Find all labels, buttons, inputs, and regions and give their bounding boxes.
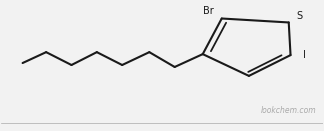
Text: Br: Br	[203, 6, 214, 16]
Text: S: S	[296, 11, 302, 21]
Text: I: I	[303, 50, 306, 60]
Text: lookchem.com: lookchem.com	[261, 106, 317, 115]
